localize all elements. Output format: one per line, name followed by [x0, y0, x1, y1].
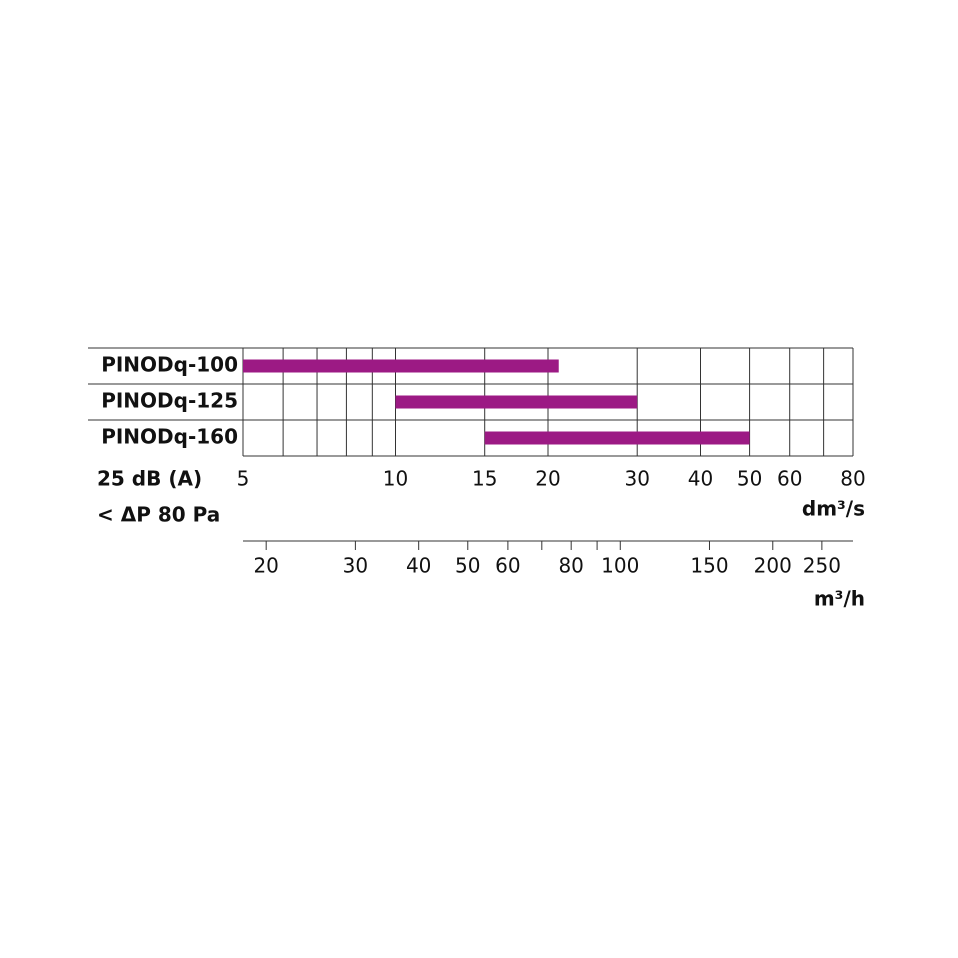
x-tick-label: 10: [383, 467, 408, 491]
x-tick-label: 80: [840, 467, 865, 491]
x2-tick-label: 50: [455, 554, 480, 578]
x2-tick-label: 20: [253, 554, 278, 578]
category-label: PINODq-160: [101, 425, 238, 449]
x2-tick-label: 40: [406, 554, 431, 578]
annotation: 25 dB (A): [97, 467, 202, 491]
x-tick-label: 15: [472, 467, 497, 491]
bar: [243, 359, 559, 373]
x2-tick-label: 30: [343, 554, 368, 578]
x2-axis-label: m³/h: [814, 587, 865, 611]
bar: [395, 395, 638, 409]
x2-tick-label: 60: [495, 554, 520, 578]
x2-tick-label: 80: [558, 554, 583, 578]
x-tick-label: 20: [535, 467, 560, 491]
x2-tick-label: 100: [601, 554, 639, 578]
x-tick-label: 60: [777, 467, 802, 491]
x-tick-label: 40: [688, 467, 713, 491]
annotation: < ΔP 80 Pa: [97, 503, 220, 527]
x2-tick-label: 200: [754, 554, 792, 578]
x-tick-label: 5: [237, 467, 250, 491]
x2-tick-label: 250: [803, 554, 841, 578]
x2-tick-label: 150: [690, 554, 728, 578]
bar: [484, 431, 750, 445]
category-label: PINODq-100: [101, 353, 238, 377]
x-tick-label: 30: [624, 467, 649, 491]
x-tick-label: 50: [737, 467, 762, 491]
category-label: PINODq-125: [101, 389, 238, 413]
x-axis-label: dm³/s: [802, 497, 865, 521]
